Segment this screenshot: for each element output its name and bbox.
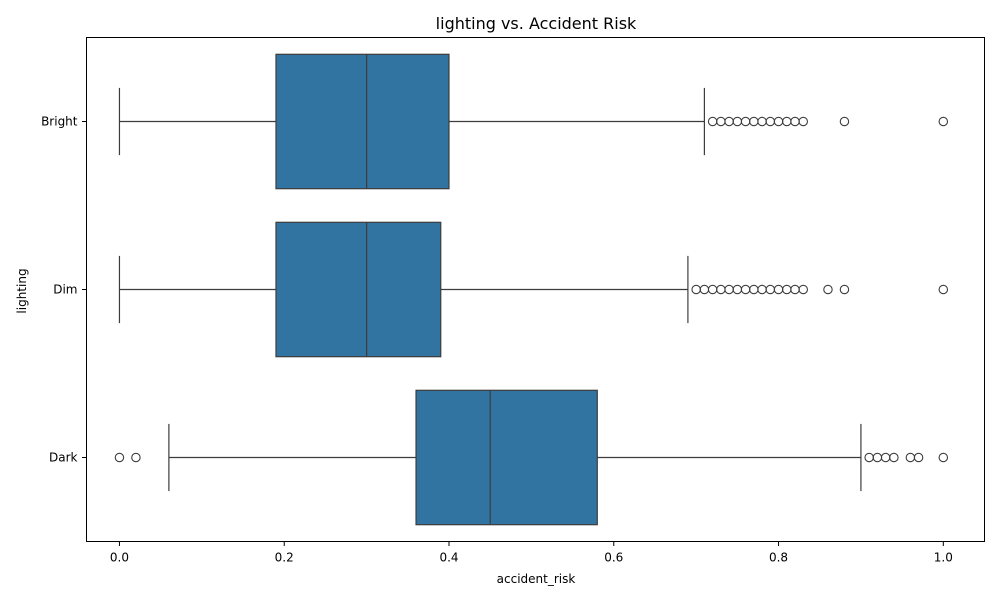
box-bright [275,53,450,190]
outlier-point-dim [765,284,776,295]
outlier-point-dim [716,284,726,295]
outlier-point-bright [839,116,850,127]
outlier-point-bright [757,116,767,127]
outlier-point-dim [798,284,809,295]
outlier-point-dim [938,284,949,295]
plot-frame [86,37,985,542]
outlier-point-dark [872,452,883,463]
y-tick-label-bright: Bright [41,115,78,129]
outlier-point-bright [790,116,800,127]
outlier-point-dim [782,284,792,295]
outlier-point-dim [757,284,767,295]
outlier-point-dim [790,284,800,295]
outlier-point-bright [782,116,792,127]
outlier-point-dark [864,452,874,463]
outlier-point-bright [707,116,718,127]
chart-title: lighting vs. Accident Risk [436,14,637,33]
outlier-point-dim [839,284,850,295]
x-tick-label: 1.0 [934,551,953,565]
outlier-point-dim [724,284,734,295]
outlier-point-dark [880,452,891,463]
box-dark [415,389,598,526]
outlier-point-bright [765,116,776,127]
x-tick-label: 0.0 [110,551,129,565]
outlier-point-dim [773,284,784,295]
outlier-point-dark [938,452,949,463]
outlier-point-dark [889,452,899,463]
x-axis-label: accident_risk [497,572,576,586]
outlier-point-dark [114,452,125,463]
plot-area: 0.0 0.2 0.4 0.6 0.8 1.0 Bright Dim Dark [41,53,953,565]
outlier-point-dim [691,284,701,295]
outlier-point-bright [773,116,784,127]
outlier-point-bright [749,116,759,127]
outlier-point-bright [938,116,949,127]
outlier-point-dim [749,284,759,295]
y-tick-label-dark: Dark [49,451,78,465]
outlier-point-dim [699,284,710,295]
outlier-point-dim [823,284,833,295]
outlier-point-bright [716,116,726,127]
outlier-point-dark [131,452,141,463]
box-dim [275,221,442,358]
outlier-point-dim [740,284,751,295]
y-tick-label-dim: Dim [53,283,77,297]
outlier-point-bright [740,116,751,127]
outlier-point-bright [732,116,743,127]
outlier-point-bright [798,116,809,127]
outlier-point-bright [724,116,734,127]
x-tick-label: 0.6 [604,551,623,565]
outlier-point-dim [732,284,743,295]
x-tick-label: 0.8 [769,551,788,565]
x-tick-label: 0.2 [275,551,294,565]
y-axis-label: lighting [15,268,29,313]
outlier-point-dark [913,452,924,463]
outlier-point-dark [905,452,916,463]
outlier-point-dim [707,284,718,295]
x-tick-label: 0.4 [439,551,458,565]
